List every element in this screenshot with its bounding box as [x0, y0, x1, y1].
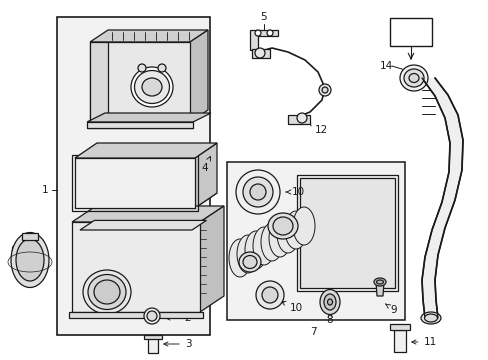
Ellipse shape — [243, 256, 257, 269]
Polygon shape — [87, 122, 193, 128]
Circle shape — [236, 170, 280, 214]
Ellipse shape — [373, 278, 385, 286]
Ellipse shape — [285, 211, 306, 249]
Text: 1: 1 — [42, 185, 48, 195]
Circle shape — [256, 281, 284, 309]
Text: 4: 4 — [201, 157, 210, 173]
Text: 10: 10 — [281, 301, 302, 313]
Polygon shape — [389, 324, 409, 330]
Bar — [57, 17, 209, 335]
Polygon shape — [90, 42, 108, 122]
Circle shape — [249, 184, 265, 200]
Ellipse shape — [424, 314, 437, 322]
Ellipse shape — [142, 78, 162, 96]
Polygon shape — [287, 115, 309, 124]
Polygon shape — [251, 49, 269, 58]
Ellipse shape — [276, 215, 298, 253]
Ellipse shape — [408, 73, 418, 82]
Ellipse shape — [376, 280, 383, 284]
Polygon shape — [249, 30, 278, 50]
Text: 13: 13 — [397, 27, 410, 37]
Polygon shape — [75, 143, 217, 158]
Polygon shape — [375, 282, 383, 296]
Ellipse shape — [88, 274, 126, 310]
Polygon shape — [148, 338, 158, 353]
Polygon shape — [87, 113, 210, 122]
Ellipse shape — [420, 312, 440, 324]
Circle shape — [243, 177, 272, 207]
Circle shape — [138, 64, 146, 72]
Ellipse shape — [131, 67, 173, 107]
Polygon shape — [72, 222, 200, 312]
Polygon shape — [143, 335, 162, 339]
Polygon shape — [75, 193, 217, 208]
Text: 6: 6 — [10, 245, 17, 255]
Polygon shape — [69, 312, 203, 318]
Ellipse shape — [237, 235, 259, 273]
Circle shape — [296, 113, 306, 123]
Text: 11: 11 — [411, 337, 436, 347]
Polygon shape — [200, 206, 224, 312]
Circle shape — [254, 30, 261, 36]
Polygon shape — [421, 78, 462, 318]
Text: 3: 3 — [163, 339, 191, 349]
Text: 12: 12 — [314, 125, 327, 135]
Ellipse shape — [94, 280, 120, 304]
Polygon shape — [393, 330, 405, 352]
Circle shape — [254, 48, 264, 58]
Ellipse shape — [403, 69, 423, 87]
Polygon shape — [195, 143, 217, 208]
Ellipse shape — [244, 231, 266, 269]
Ellipse shape — [134, 71, 169, 104]
Circle shape — [262, 287, 278, 303]
Polygon shape — [299, 178, 394, 288]
Ellipse shape — [228, 239, 250, 277]
Polygon shape — [90, 30, 207, 42]
Polygon shape — [80, 220, 206, 230]
Circle shape — [318, 84, 330, 96]
Polygon shape — [190, 30, 207, 122]
Ellipse shape — [16, 239, 44, 281]
Circle shape — [321, 87, 327, 93]
Polygon shape — [22, 233, 38, 240]
Text: 5: 5 — [260, 12, 266, 22]
Ellipse shape — [268, 219, 290, 257]
Circle shape — [143, 308, 160, 324]
Ellipse shape — [261, 223, 283, 261]
Polygon shape — [90, 42, 190, 122]
Bar — [226, 162, 404, 320]
Ellipse shape — [83, 270, 131, 314]
Circle shape — [266, 30, 272, 36]
Ellipse shape — [399, 65, 427, 91]
Text: 7: 7 — [309, 327, 316, 337]
Circle shape — [147, 311, 157, 321]
Ellipse shape — [319, 289, 339, 315]
Text: 14: 14 — [379, 61, 392, 71]
Ellipse shape — [11, 233, 49, 288]
Ellipse shape — [239, 252, 261, 272]
Text: 9: 9 — [385, 304, 397, 315]
Circle shape — [158, 64, 165, 72]
Text: 10: 10 — [285, 187, 304, 197]
Ellipse shape — [327, 299, 332, 305]
Text: 2: 2 — [165, 313, 191, 323]
Polygon shape — [75, 158, 195, 208]
Ellipse shape — [292, 207, 314, 245]
Bar — [389, 18, 431, 46]
Ellipse shape — [252, 227, 274, 265]
Ellipse shape — [267, 213, 297, 239]
Text: 8: 8 — [326, 312, 333, 325]
Ellipse shape — [272, 217, 292, 235]
Polygon shape — [72, 206, 224, 222]
Ellipse shape — [324, 294, 335, 310]
